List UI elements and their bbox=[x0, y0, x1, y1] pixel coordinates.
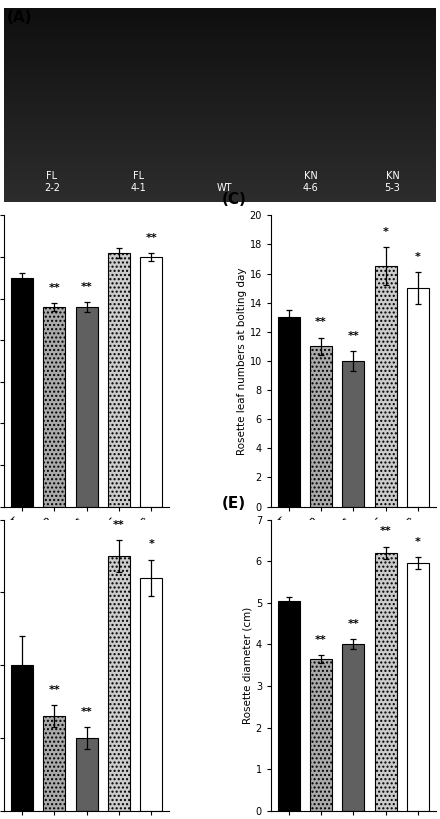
Text: KN
4-6: KN 4-6 bbox=[303, 171, 319, 192]
Text: (C): (C) bbox=[222, 192, 246, 207]
Text: *: * bbox=[415, 536, 421, 547]
Text: (A): (A) bbox=[7, 10, 32, 25]
Bar bbox=[11, 278, 33, 507]
Text: **: ** bbox=[48, 283, 60, 292]
Text: **: ** bbox=[348, 619, 359, 629]
Text: **: ** bbox=[81, 282, 92, 292]
Bar bbox=[44, 716, 66, 811]
Bar bbox=[140, 577, 162, 811]
Bar bbox=[76, 738, 98, 811]
Bar bbox=[108, 556, 130, 811]
Bar bbox=[11, 665, 33, 811]
Text: **: ** bbox=[315, 635, 327, 645]
Text: **: ** bbox=[315, 318, 327, 328]
Bar bbox=[44, 307, 66, 507]
Y-axis label: Rosette leaf numbers at bolting day: Rosette leaf numbers at bolting day bbox=[237, 267, 247, 455]
Bar bbox=[140, 257, 162, 507]
Text: **: ** bbox=[380, 527, 392, 536]
Text: KN
5-3: KN 5-3 bbox=[385, 171, 400, 192]
Bar bbox=[108, 253, 130, 507]
Text: WT: WT bbox=[216, 183, 232, 192]
Bar bbox=[374, 266, 396, 507]
Text: (E): (E) bbox=[222, 496, 246, 511]
Bar bbox=[278, 317, 300, 507]
Text: FL
4-1: FL 4-1 bbox=[130, 171, 146, 192]
Bar bbox=[310, 659, 332, 811]
Y-axis label: Rosette diameter (cm): Rosette diameter (cm) bbox=[243, 607, 253, 724]
Text: **: ** bbox=[81, 707, 92, 717]
Bar bbox=[76, 307, 98, 507]
Bar bbox=[278, 600, 300, 811]
Bar bbox=[342, 361, 364, 507]
Text: **: ** bbox=[113, 520, 125, 530]
Text: *: * bbox=[383, 227, 389, 238]
Text: **: ** bbox=[145, 233, 157, 242]
Text: FL
2-2: FL 2-2 bbox=[44, 171, 60, 192]
Bar bbox=[310, 346, 332, 507]
Bar bbox=[407, 563, 429, 811]
Text: *: * bbox=[415, 252, 421, 262]
Text: *: * bbox=[148, 540, 154, 550]
Bar bbox=[374, 553, 396, 811]
Text: **: ** bbox=[48, 685, 60, 695]
Bar bbox=[407, 288, 429, 507]
Bar bbox=[342, 645, 364, 811]
Text: **: ** bbox=[348, 331, 359, 341]
